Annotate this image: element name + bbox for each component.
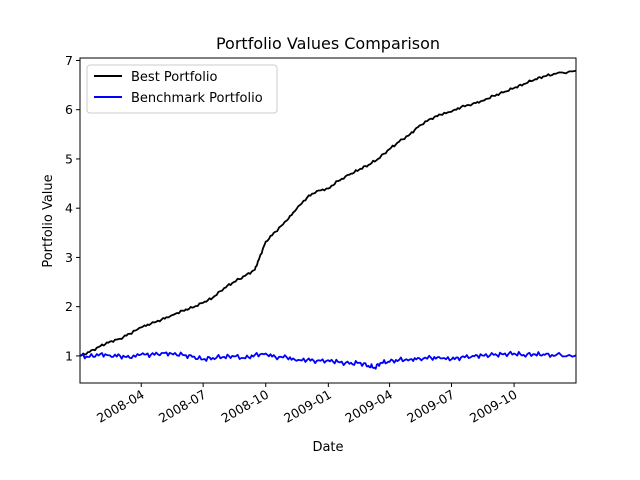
y-tick-label: 4: [65, 201, 73, 216]
series-line-best-portfolio: [79, 69, 577, 357]
x-axis-title: Date: [312, 440, 343, 455]
y-tick-label: 2: [65, 299, 73, 314]
y-tick-label: 6: [65, 102, 73, 117]
x-axis: 2008-04 2008-07 2008-10 2009-01 2009-04 2009-…: [94, 383, 520, 426]
y-tick-label: 3: [65, 250, 73, 265]
x-tick-label: 2008-10: [219, 387, 272, 426]
legend: Best Portfolio Benchmark Portfolio: [86, 64, 278, 114]
y-axis-title: Portfolio Value: [41, 174, 56, 267]
x-tick-label: 2009-07: [404, 387, 457, 426]
y-tick-label: 7: [65, 53, 73, 68]
x-tick-label: 2008-07: [156, 387, 209, 426]
y-axis: 1 2 3 4 5 6 7: [65, 53, 80, 363]
x-tick-label: 2008-04: [94, 387, 147, 426]
x-tick-label: 2009-04: [342, 387, 395, 426]
y-tick-label: 1: [65, 348, 73, 363]
x-tick-label: 2009-10: [467, 387, 520, 426]
x-tick-label: 2009-01: [281, 387, 334, 426]
chart-title: Portfolio Values Comparison: [216, 34, 440, 53]
series-line-benchmark-portfolio: [79, 350, 577, 370]
series-layer: [79, 69, 577, 370]
y-tick-label: 5: [65, 151, 73, 166]
legend-label-best-portfolio: Best Portfolio: [131, 70, 217, 85]
legend-label-benchmark-portfolio: Benchmark Portfolio: [131, 91, 263, 106]
legend-box: [86, 64, 278, 114]
